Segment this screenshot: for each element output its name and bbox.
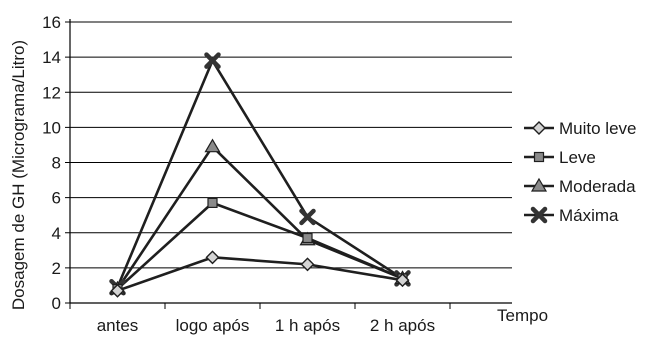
gridlines <box>70 21 512 269</box>
legend-label: Moderada <box>559 177 636 196</box>
x-marker-stroke <box>204 52 221 69</box>
data-point-diamond-legend <box>532 121 546 135</box>
y-tick-labels: 0 2 4 6 8 10 12 14 16 <box>42 13 61 313</box>
legend: Muito leve Leve Moderada Máxima <box>524 119 636 225</box>
series-line-diamond <box>117 256 403 292</box>
series-lines <box>109 52 411 298</box>
x-tick-label: logo após <box>176 316 250 335</box>
y-tick-label: 6 <box>52 189 61 208</box>
legend-item: Muito leve <box>524 119 636 138</box>
data-point-x <box>204 52 221 69</box>
data-point-diamond <box>205 250 220 265</box>
data-point-diamond <box>110 283 125 298</box>
y-tick-label: 10 <box>42 118 61 137</box>
data-point-square-legend <box>533 151 545 163</box>
x-tick-label: 2 h após <box>370 316 435 335</box>
data-point-triangle-legend <box>530 177 548 192</box>
legend-item: Moderada <box>524 177 636 196</box>
data-point-x <box>299 208 316 226</box>
legend-label: Muito leve <box>559 119 636 138</box>
legend-item: Leve <box>524 148 596 167</box>
series-line-square <box>116 201 404 290</box>
series-line-x <box>116 59 404 288</box>
x-marker-stroke <box>530 206 548 224</box>
axes <box>65 19 512 309</box>
y-tick-label: 8 <box>52 154 61 173</box>
legend-item: Máxima <box>524 206 619 225</box>
y-axis-label: Dosagem de GH (Micrograma/Litro) <box>9 40 28 310</box>
x-tick-label: 1 h após <box>275 316 340 335</box>
y-tick-label: 16 <box>42 13 61 32</box>
x-tick-labels: antes logo após 1 h após 2 h após <box>97 316 435 335</box>
x-marker-stroke <box>299 208 316 226</box>
legend-label: Leve <box>559 148 596 167</box>
data-point-x-legend <box>530 206 548 224</box>
data-point-triangle <box>204 138 221 153</box>
x-axis-label: Tempo <box>497 306 548 325</box>
y-tick-label: 12 <box>42 83 61 102</box>
x-tick-label: antes <box>97 316 139 335</box>
y-tick-label: 14 <box>42 48 61 67</box>
legend-label: Máxima <box>559 206 619 225</box>
data-point-diamond <box>395 273 410 288</box>
y-tick-label: 4 <box>52 224 61 243</box>
y-tick-label: 0 <box>52 294 61 313</box>
y-tick-label: 2 <box>52 259 61 278</box>
data-point-square <box>207 197 218 208</box>
data-point-diamond <box>300 257 315 272</box>
data-point-square <box>302 232 313 244</box>
